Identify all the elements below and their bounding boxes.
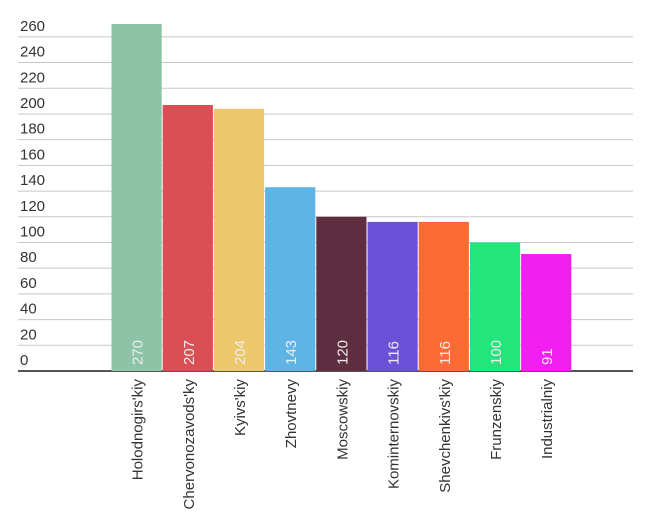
- x-tick-label: Kominternovskiy: [386, 379, 403, 490]
- value-label: 143: [283, 340, 300, 365]
- bar: [418, 221, 469, 371]
- value-label: 100: [488, 340, 505, 365]
- y-tick-label: 260: [20, 18, 45, 35]
- bar: [265, 187, 316, 371]
- y-tick-label: 140: [20, 172, 45, 189]
- bar: [162, 104, 213, 371]
- y-tick-label: 20: [20, 326, 37, 343]
- y-tick-label: 40: [20, 301, 37, 318]
- x-tick-label: Kyivs'kiy: [232, 379, 249, 437]
- value-label: 116: [437, 341, 454, 365]
- bar: [213, 108, 265, 372]
- bar: [521, 254, 572, 371]
- bar: [367, 221, 418, 371]
- value-label: 91: [539, 348, 556, 365]
- value-label: 116: [386, 341, 403, 365]
- x-tick-label: Holodnogirs'kiy: [130, 379, 147, 481]
- y-tick-label: 180: [20, 121, 45, 138]
- bar: [316, 216, 367, 371]
- y-tick-label: 80: [20, 249, 37, 266]
- x-tick-label: Frunzenskiy: [488, 379, 505, 460]
- y-tick-label: 240: [20, 44, 45, 61]
- value-label: 120: [334, 340, 351, 365]
- y-tick-label: 220: [20, 69, 45, 86]
- y-tick-label: 200: [20, 95, 45, 112]
- y-tick-label: 60: [20, 275, 37, 292]
- x-tick-label: Shevchenkivs'kiy: [437, 379, 454, 493]
- x-tick-label: Chervonozavods'ky: [181, 379, 198, 510]
- x-tick-label: Zhovtnevy: [283, 379, 300, 449]
- y-tick-label: 100: [20, 223, 45, 240]
- value-label: 270: [130, 340, 147, 365]
- y-tick-label: 160: [20, 146, 45, 163]
- value-label: 204: [232, 340, 249, 365]
- bar: [469, 242, 521, 371]
- value-label: 207: [181, 340, 198, 365]
- x-tick-label: Moscowskiy: [334, 379, 351, 460]
- y-tick-label: 120: [20, 198, 45, 215]
- y-tick-label: 0: [20, 352, 28, 369]
- bar: [111, 24, 162, 371]
- x-tick-label: Industrialniy: [539, 379, 556, 460]
